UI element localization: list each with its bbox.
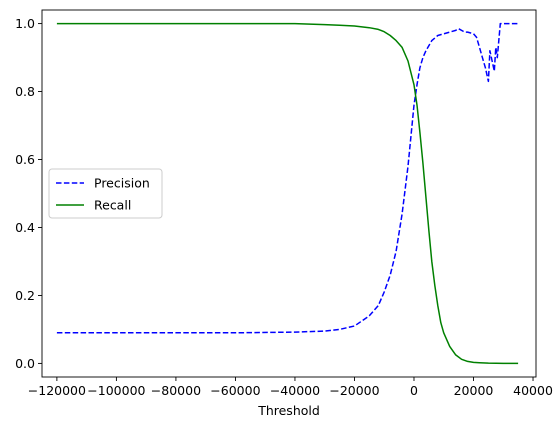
y-tick-label: 0.2 [15, 288, 35, 303]
plot-area [41, 9, 537, 378]
x-tick-label: −100000 [87, 383, 145, 398]
series-line-precision [56, 22, 519, 334]
legend-label-precision: Precision [94, 176, 150, 191]
legend-label-recall: Recall [94, 198, 131, 213]
x-axis-title: Threshold [257, 403, 320, 418]
y-tick-label: 0.4 [15, 220, 35, 235]
y-tick-label: 0.8 [15, 84, 35, 99]
x-tick-label: 20000 [454, 383, 494, 398]
x-tick-label: 0 [410, 383, 418, 398]
x-tick-label: 40000 [513, 383, 553, 398]
y-tick-label: 1.0 [15, 16, 35, 31]
y-axis: 0.0 0.2 0.4 0.6 0.8 1.0 [15, 16, 42, 371]
x-tick-label: −80000 [151, 383, 201, 398]
x-tick-label: −60000 [210, 383, 260, 398]
x-axis: −120000 −100000 −80000 −60000 −40000 −20000 0 2… [28, 377, 553, 398]
y-tick-label: 0.0 [15, 356, 35, 371]
plot-frame [41, 9, 537, 378]
series-group [56, 22, 519, 365]
x-tick-label: −120000 [28, 383, 86, 398]
y-tick-label: 0.6 [15, 152, 35, 167]
x-tick-label: −20000 [329, 383, 379, 398]
series-line-recall [56, 22, 519, 365]
x-tick-label: −40000 [270, 383, 320, 398]
legend: Precision Recall [48, 168, 163, 219]
